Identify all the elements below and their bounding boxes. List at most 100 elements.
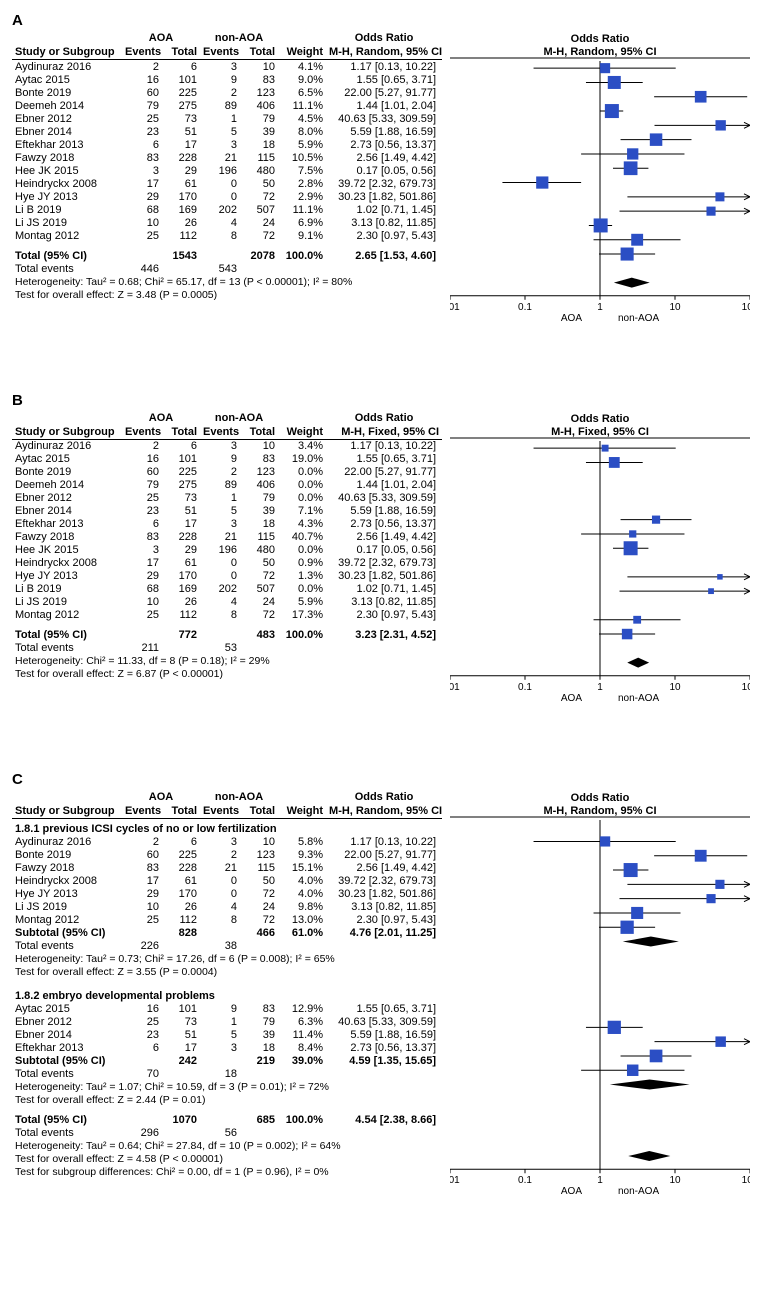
weight: 11.4% (278, 1028, 326, 1041)
svg-text:non-AOA: non-AOA (618, 313, 659, 324)
nonaoa-events: 5 (200, 125, 240, 138)
nonaoa-events: 8 (200, 609, 240, 622)
odds-ratio: 2.73 [0.56, 13.37] (326, 518, 442, 531)
nonaoa-total: 39 (240, 125, 278, 138)
table-row: Bonte 20196022521239.3%22.00 [5.27, 91.7… (12, 849, 442, 862)
nonaoa-events: 1 (200, 492, 240, 505)
nonaoa-total: 123 (240, 86, 278, 99)
study-name: Ebner 2012 (12, 1015, 122, 1028)
odds-ratio: 22.00 [5.27, 91.77] (326, 86, 442, 99)
nonaoa-events: 2 (200, 849, 240, 862)
study-name: Hye JY 2013 (12, 888, 122, 901)
odds-ratio: 2.73 [0.56, 13.37] (326, 1041, 442, 1054)
nonaoa-total: 10 (240, 439, 278, 453)
odds-ratio: 39.72 [2.32, 679.73] (326, 557, 442, 570)
weight: 15.1% (278, 862, 326, 875)
nonaoa-total: 406 (240, 99, 278, 112)
aoa-events: 25 (122, 112, 162, 125)
svg-text:1: 1 (597, 681, 603, 692)
table-row: Aydinuraz 2016263104.1%1.17 [0.13, 10.22… (12, 60, 442, 74)
nonaoa-events: 89 (200, 479, 240, 492)
aoa-total: 170 (162, 570, 200, 583)
odds-ratio: 2.56 [1.49, 4.42] (326, 531, 442, 544)
note-row: Heterogeneity: Tau² = 0.73; Chi² = 17.26… (12, 953, 442, 966)
svg-text:AOA: AOA (561, 1187, 582, 1198)
note-row: Heterogeneity: Tau² = 0.68; Chi² = 65.17… (12, 275, 442, 288)
nonaoa-total: 72 (240, 609, 278, 622)
table-row: Fawzy 2018832282111510.5%2.56 [1.49, 4.4… (12, 151, 442, 164)
note-row: Test for overall effect: Z = 3.48 (P = 0… (12, 288, 442, 301)
aoa-events: 60 (122, 86, 162, 99)
nonaoa-total: 50 (240, 557, 278, 570)
odds-ratio: 1.55 [0.65, 3.71] (326, 1002, 442, 1015)
table-row: Li JS 201910264245.9%3.13 [0.82, 11.85] (12, 596, 442, 609)
svg-text:1: 1 (597, 302, 603, 313)
study-name: Li JS 2019 (12, 596, 122, 609)
aoa-total: 73 (162, 112, 200, 125)
aoa-total: 51 (162, 1028, 200, 1041)
study-name: Montag 2012 (12, 914, 122, 927)
study-name: Aydinuraz 2016 (12, 836, 122, 849)
odds-ratio: 1.55 [0.65, 3.71] (326, 73, 442, 86)
study-name: Fawzy 2018 (12, 151, 122, 164)
study-name: Ebner 2014 (12, 505, 122, 518)
aoa-events: 60 (122, 849, 162, 862)
aoa-total: 26 (162, 901, 200, 914)
study-name: Ebner 2014 (12, 125, 122, 138)
weight: 6.5% (278, 86, 326, 99)
aoa-events: 6 (122, 1041, 162, 1054)
table-row: Hye JY 2013291700721.3%30.23 [1.82, 501.… (12, 570, 442, 583)
nonaoa-total: 24 (240, 901, 278, 914)
weight: 0.0% (278, 492, 326, 505)
odds-ratio: 2.30 [0.97, 5.43] (326, 914, 442, 927)
odds-ratio: 0.17 [0.05, 0.56] (326, 164, 442, 177)
study-name: Deemeh 2014 (12, 479, 122, 492)
study-name: Montag 2012 (12, 229, 122, 242)
table-row: Ebner 201423515397.1%5.59 [1.88, 16.59] (12, 505, 442, 518)
nonaoa-events: 9 (200, 1002, 240, 1015)
table-row: Aytac 2015161019839.0%1.55 [0.65, 3.71] (12, 73, 442, 86)
odds-ratio: 22.00 [5.27, 91.77] (326, 466, 442, 479)
nonaoa-total: 507 (240, 203, 278, 216)
weight: 4.0% (278, 888, 326, 901)
nonaoa-total: 115 (240, 862, 278, 875)
aoa-events: 23 (122, 1028, 162, 1041)
events-row: Total events21153 (12, 642, 442, 655)
weight: 0.0% (278, 583, 326, 596)
table-row: Heindryckx 200817610504.0%39.72 [2.32, 6… (12, 875, 442, 888)
aoa-total: 61 (162, 177, 200, 190)
table-row: Aytac 20151610198319.0%1.55 [0.65, 3.71] (12, 453, 442, 466)
note-row: Test for overall effect: Z = 4.58 (P < 0… (12, 1152, 442, 1165)
nonaoa-events: 0 (200, 570, 240, 583)
col-or-title: Odds Ratio (326, 790, 442, 804)
study-name: Bonte 2019 (12, 849, 122, 862)
total-row: Total (95% CI)15432078100.0%2.65 [1.53, … (12, 249, 442, 262)
nonaoa-events: 3 (200, 1041, 240, 1054)
svg-text:0.01: 0.01 (450, 302, 460, 313)
aoa-total: 170 (162, 190, 200, 203)
nonaoa-total: 79 (240, 1015, 278, 1028)
study-name: Ebner 2012 (12, 492, 122, 505)
panel-label: B (12, 392, 767, 409)
aoa-total: 228 (162, 531, 200, 544)
forest-panel-B: BAOAnon-AOAOdds RatioStudy or SubgroupEv… (12, 392, 767, 744)
odds-ratio: 30.23 [1.82, 501.86] (326, 570, 442, 583)
col-study: Study or Subgroup (12, 804, 122, 819)
svg-text:AOA: AOA (561, 313, 582, 324)
aoa-events: 17 (122, 557, 162, 570)
nonaoa-events: 3 (200, 439, 240, 453)
study-name: Hee JK 2015 (12, 164, 122, 177)
nonaoa-events: 4 (200, 901, 240, 914)
table-row: Aytac 20151610198312.9%1.55 [0.65, 3.71] (12, 1002, 442, 1015)
nonaoa-total: 115 (240, 531, 278, 544)
note-row: Test for overall effect: Z = 6.87 (P < 0… (12, 668, 442, 681)
nonaoa-events: 89 (200, 99, 240, 112)
study-name: Heindryckx 2008 (12, 875, 122, 888)
weight: 9.0% (278, 73, 326, 86)
aoa-events: 16 (122, 1002, 162, 1015)
aoa-events: 23 (122, 505, 162, 518)
table-row: Hye JY 2013291700724.0%30.23 [1.82, 501.… (12, 888, 442, 901)
nonaoa-events: 0 (200, 875, 240, 888)
nonaoa-total: 10 (240, 60, 278, 74)
col-group-nonaoa: non-AOA (200, 31, 278, 45)
